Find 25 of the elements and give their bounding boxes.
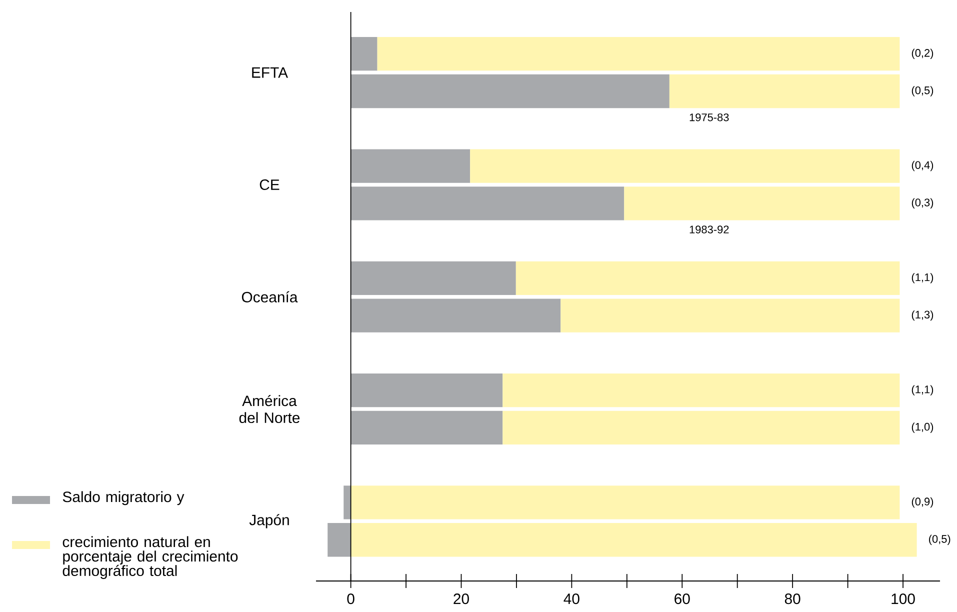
annotation: (0,5) bbox=[929, 534, 950, 545]
x-tick-label: 60 bbox=[674, 594, 690, 604]
legend-label: Saldo migratorio y bbox=[62, 491, 184, 506]
x-tick-label: 80 bbox=[784, 594, 800, 604]
annotation: (1,1) bbox=[912, 385, 934, 396]
x-tick-label: 20 bbox=[454, 594, 469, 604]
annotation: (1,1) bbox=[912, 273, 934, 284]
x-tick-label: 100 bbox=[892, 594, 915, 604]
annotation: (0,4) bbox=[912, 160, 934, 172]
annotation: 1975-83 bbox=[690, 113, 729, 122]
annotation: (0,2) bbox=[912, 48, 934, 59]
annotation: (1,0) bbox=[912, 422, 934, 433]
annotation: 1983-92 bbox=[690, 226, 729, 234]
y-tick-label: Japón bbox=[249, 514, 289, 528]
y-tick-label: EFTA bbox=[252, 67, 288, 78]
annotation: (0,9) bbox=[912, 497, 934, 508]
y-tick-label: Oceanía bbox=[242, 291, 298, 302]
annotation: (0,3) bbox=[912, 198, 934, 209]
x-tick-label: 0 bbox=[347, 594, 354, 604]
annotation: (0,5) bbox=[912, 86, 934, 96]
y-tick-label: CE bbox=[260, 179, 280, 190]
legend-label: crecimiento natural en porcentaje del crecimiento demográfico total bbox=[62, 536, 238, 579]
x-tick-label: 40 bbox=[564, 594, 580, 604]
y-tick-label: América del Norte bbox=[239, 394, 300, 424]
annotation: (1,3) bbox=[912, 310, 934, 321]
